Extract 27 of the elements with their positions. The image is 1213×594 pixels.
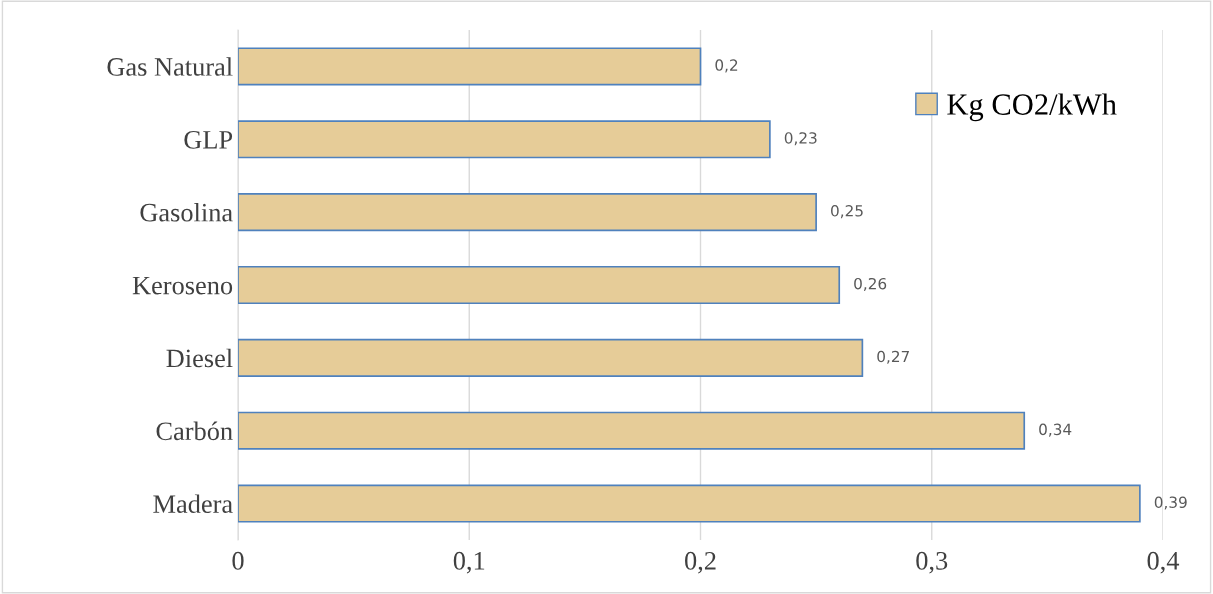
data-label: 0,27 [877,350,909,364]
data-label: 0,26 [854,277,887,291]
bar [238,47,702,86]
bar [238,265,841,305]
y-tick-label: Carbón [156,421,233,441]
legend-label: Kg CO2/kWh [947,93,1117,122]
x-tick-label: 0,3 [916,551,948,574]
bar [238,193,817,232]
y-tick-label: GLP [184,130,233,149]
bar [238,338,864,377]
data-label: 0,34 [1039,423,1072,437]
x-tick-label: 0 [232,551,244,570]
x-tick-label: 0,4 [1147,551,1180,574]
bar [238,120,771,159]
x-tick-label: 0,2 [685,551,716,574]
data-label: 0,2 [715,59,738,73]
bar [238,411,1026,450]
y-tick-label: Madera [153,494,233,513]
x-tick-label: 0,1 [453,551,485,574]
y-tick-label: Diesel [166,348,233,368]
y-tick-label: Gas Natural [107,57,233,76]
data-label: 0,25 [831,205,863,219]
bar [238,484,1141,523]
data-label: 0,23 [784,132,817,146]
y-tick-label: Keroseno [132,276,233,295]
data-label: 0,39 [1154,496,1187,510]
y-tick-label: Gasolina [140,202,233,222]
